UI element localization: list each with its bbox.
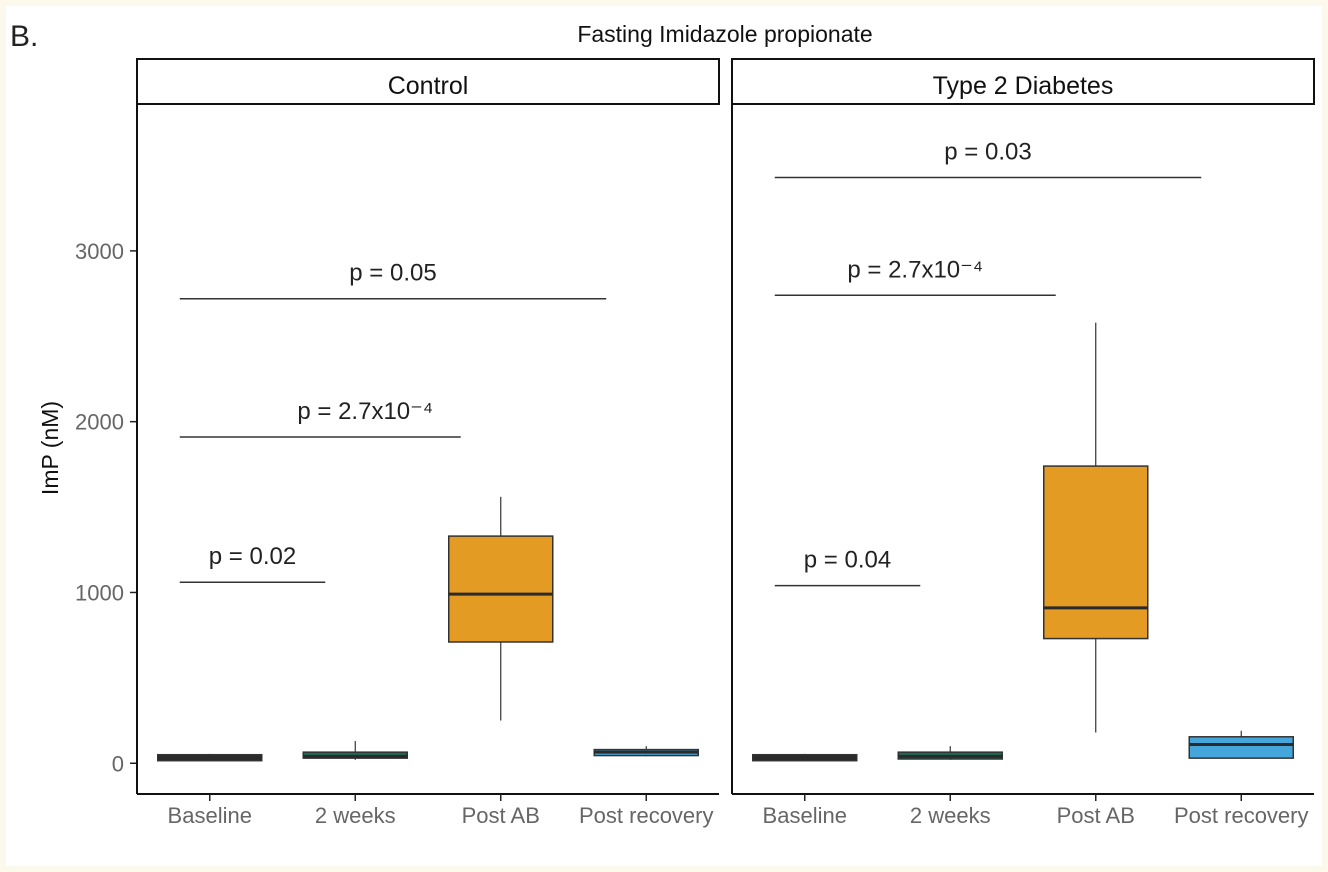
x-tick-label: Post AB	[462, 803, 540, 828]
box-2-weeks	[302, 741, 408, 760]
box-body	[1043, 465, 1149, 640]
y-axis-label: ImP (nM)	[37, 401, 63, 495]
x-tick-label: Baseline	[168, 803, 252, 828]
y-axis: 0 1000 2000 3000	[75, 239, 137, 776]
y-tick-label: 3000	[75, 239, 124, 264]
significance-label: p = 0.04	[804, 547, 891, 574]
x-tick-label: Post AB	[1057, 803, 1135, 828]
y-tick-label: 1000	[75, 580, 124, 605]
box-2-weeks	[897, 746, 1003, 760]
significance-label: p = 0.05	[349, 260, 436, 287]
significance-label: p = 0.03	[944, 138, 1031, 165]
x-tick-label: Post recovery	[1174, 803, 1309, 828]
facet-strip	[731, 58, 1315, 105]
significance-label: p = 2.7x10⁻⁴	[847, 256, 983, 283]
box-baseline	[752, 753, 858, 762]
box-body	[448, 535, 554, 643]
box-post-ab	[448, 496, 554, 721]
chart-title: Fasting Imidazole propionate	[577, 21, 872, 47]
box-body	[1188, 736, 1294, 759]
figure-frame	[6, 6, 1322, 866]
y-tick-label: 2000	[75, 410, 124, 435]
facet-panel: Control Baseline 2 weeks Post AB Post recove…	[136, 58, 720, 828]
panels: Control Baseline 2 weeks Post AB Post recove…	[136, 58, 1315, 828]
box-post-recovery	[593, 746, 699, 757]
box-post-ab	[1043, 322, 1149, 733]
box-post-recovery	[1188, 730, 1294, 759]
facet-strip-label: Type 2 Diabetes	[933, 72, 1114, 100]
significance-label: p = 0.02	[209, 543, 296, 570]
significance-label: p = 2.7x10⁻⁴	[297, 398, 433, 425]
x-tick-label: Post recovery	[579, 803, 714, 828]
facet-strip-label: Control	[388, 72, 469, 100]
x-tick-label: 2 weeks	[910, 803, 991, 828]
panel-letter: B.	[10, 20, 38, 53]
x-tick-label: 2 weeks	[315, 803, 396, 828]
y-tick-label: 0	[112, 751, 124, 776]
box-baseline	[157, 753, 263, 762]
facet-panel: Type 2 Diabetes Baseline 2 weeks Post AB Pos…	[731, 58, 1315, 828]
facet-strip	[136, 58, 720, 105]
x-tick-label: Baseline	[763, 803, 847, 828]
